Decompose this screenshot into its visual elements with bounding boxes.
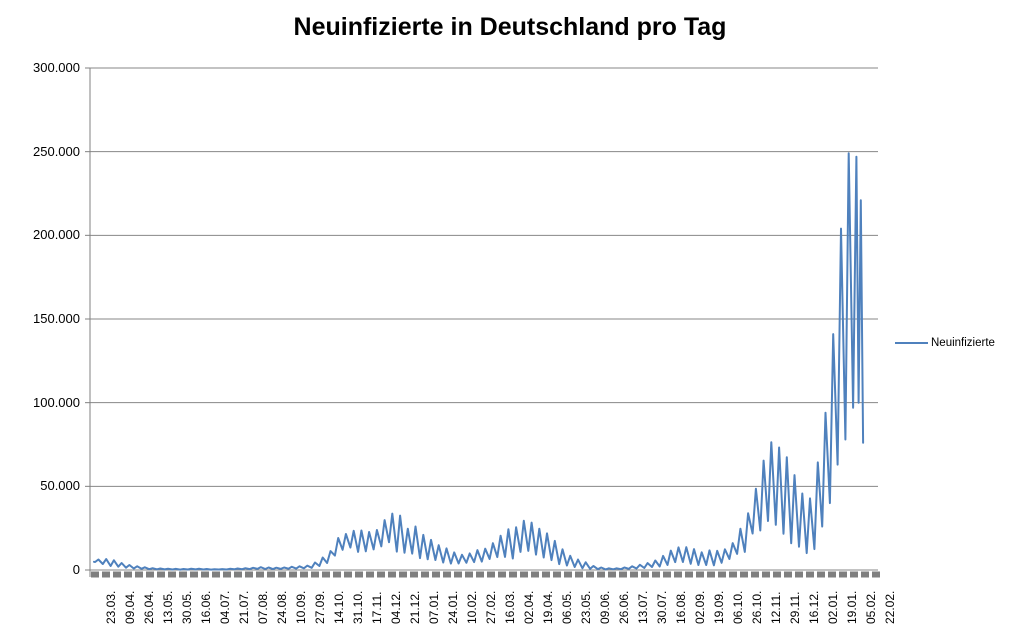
x-tick-label: 16.12. (807, 590, 821, 624)
x-tick-label: 09.06. (598, 590, 612, 624)
y-tick-label: 150.000 (33, 311, 80, 326)
x-tick-label: 02.09. (693, 590, 707, 624)
x-tick-label: 27.02. (484, 590, 498, 624)
x-tick-label: 07.01. (427, 590, 441, 624)
y-tick-label: 0 (72, 562, 80, 577)
x-tick-label: 13.05. (161, 590, 175, 624)
x-tick-label: 19.01. (845, 590, 859, 624)
x-tick-label: 31.10. (351, 590, 365, 624)
x-tick-label: 09.04. (123, 590, 137, 624)
x-tick-label: 13.07. (636, 590, 650, 624)
x-tick-label: 16.03. (503, 590, 517, 624)
x-tick-label: 06.05. (560, 590, 574, 624)
x-tick-label: 21.12. (408, 590, 422, 624)
x-tick-label: 26.04. (142, 590, 156, 624)
x-tick-label: 30.07. (655, 590, 669, 624)
y-tick-label: 200.000 (33, 227, 80, 243)
x-tick-label: 12.11. (769, 591, 783, 624)
x-tick-label: 24.08. (275, 590, 289, 624)
y-tick-label: 300.000 (33, 60, 80, 75)
x-tick-label: 24.01. (446, 590, 460, 624)
legend: Neuinfizierte (895, 337, 995, 349)
x-tick-label: 10.02. (465, 590, 479, 624)
x-tick-label: 17.11. (370, 591, 384, 624)
x-tick-label: 19.09. (712, 590, 726, 624)
legend-series-label: Neuinfizierte (931, 337, 995, 349)
x-tick-label: 30.05. (180, 590, 194, 624)
x-tick-label: 06.10. (731, 590, 745, 624)
legend-line-sample-icon (895, 342, 928, 344)
x-tick-label: 10.09. (294, 590, 308, 624)
x-tick-label: 27.09. (313, 590, 327, 624)
x-tick-label: 26.06. (617, 590, 631, 624)
x-tick-label: 19.04. (541, 590, 555, 624)
x-tick-label: 16.06. (199, 590, 213, 624)
x-tick-label: 22.02. (883, 590, 897, 624)
x-tick-label: 04.07. (218, 590, 232, 624)
x-tick-label: 23.03. (104, 590, 118, 624)
data-series-line (93, 152, 865, 571)
x-tick-label: 16.08. (674, 590, 688, 624)
y-tick-label: 100.000 (33, 394, 80, 410)
y-tick-label: 50.000 (40, 478, 80, 494)
x-tick-label: 26.10. (750, 590, 764, 624)
y-tick-label: 250.000 (33, 143, 80, 159)
x-tick-label: 02.04. (522, 590, 536, 624)
x-tick-label: 21.07. (237, 590, 251, 624)
x-tick-label: 23.05. (579, 590, 593, 624)
x-tick-label: 14.10. (332, 590, 346, 624)
chart-title: Neuinfizierte in Deutschland pro Tag (293, 13, 727, 41)
x-tick-label: 29.11. (788, 591, 802, 624)
x-tick-label: 02.01. (826, 590, 840, 624)
x-tick-label: 07.08. (256, 590, 270, 624)
x-tick-label: 04.12. (389, 590, 403, 624)
x-tick-label: 05.02. (864, 590, 878, 624)
